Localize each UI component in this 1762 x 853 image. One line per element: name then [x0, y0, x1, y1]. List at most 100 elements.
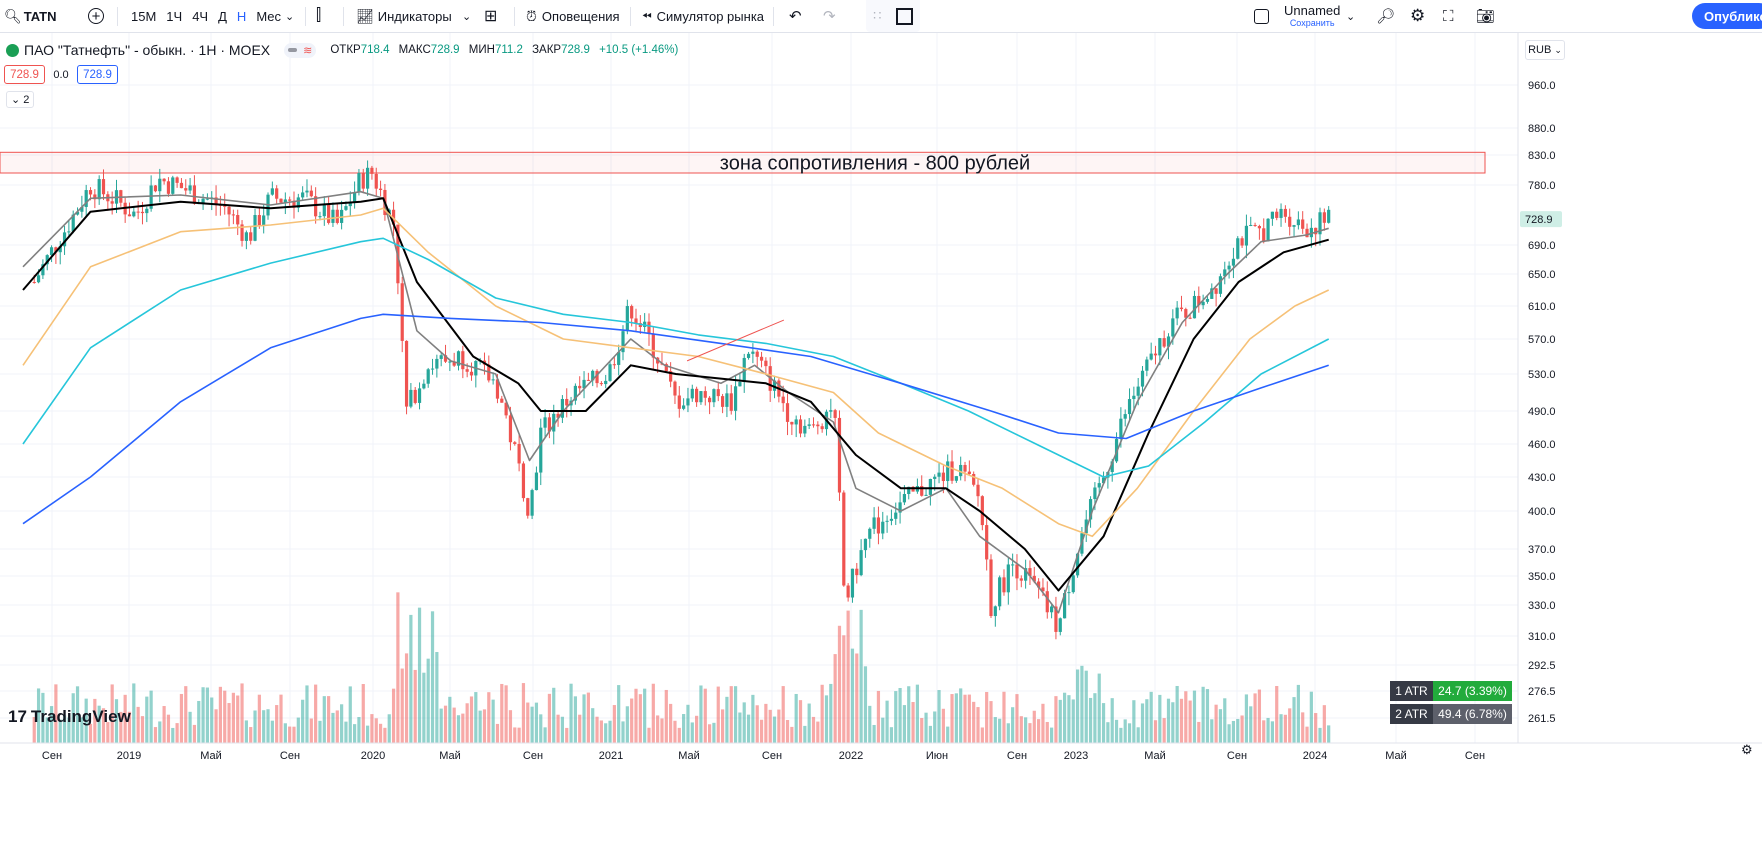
volume-bar: [227, 703, 231, 743]
volume-bar: [1314, 713, 1318, 743]
candle-body: [1309, 227, 1313, 238]
publish-button[interactable]: Опубликовать: [1692, 3, 1762, 29]
price-chart[interactable]: зона сопротивления - 800 рублей 960.0 880…: [0, 33, 1762, 853]
volume-bar: [1218, 709, 1223, 743]
volume-bar: [716, 686, 720, 743]
candle-body: [1028, 568, 1032, 576]
volume-bar: [898, 687, 902, 743]
indicators-button[interactable]: 📈︎ Индикаторы: [356, 0, 452, 32]
candle-body: [837, 417, 842, 493]
undo-icon: ↶: [789, 8, 802, 25]
candle-body: [49, 247, 54, 256]
volume-bar: [1184, 691, 1188, 743]
candle-body: [1054, 606, 1058, 632]
tatneft-logo-icon: [6, 43, 19, 57]
candle-body: [630, 306, 634, 319]
low-value: 711.2: [494, 44, 523, 56]
volume-bar: [430, 611, 435, 743]
candle-body: [989, 559, 993, 617]
volume-bar: [539, 714, 543, 743]
candle-body: [1140, 370, 1145, 387]
redo-button[interactable]: ↷: [823, 0, 836, 32]
search-spark-icon: 🔎︎: [1376, 8, 1396, 25]
candle-body: [179, 182, 184, 189]
timeframe-2[interactable]: 4Ч: [192, 8, 209, 24]
candle-body: [45, 255, 49, 265]
snapshot-button[interactable]: 📷︎: [1476, 0, 1495, 32]
candle-body: [859, 550, 863, 576]
layout-checkbox[interactable]: [1254, 0, 1269, 32]
sell-price[interactable]: 728.9: [4, 65, 45, 84]
layouts-button[interactable]: ⊞: [484, 0, 497, 32]
timeframe-3[interactable]: Д: [218, 8, 227, 24]
timeframe-5[interactable]: Мес: [256, 8, 282, 24]
fullscreen-frame-icon: [895, 7, 913, 25]
volume-bar: [309, 718, 313, 743]
settings-button[interactable]: ⚙︎: [1410, 0, 1425, 32]
timeframe-0[interactable]: 15М: [131, 8, 157, 24]
indicators-dropdown[interactable]: ⌄: [462, 0, 471, 32]
layout-name-button[interactable]: Unnamed Сохранить: [1284, 0, 1340, 32]
volume-bar: [218, 686, 222, 743]
drag-handle[interactable]: ∷: [866, 0, 920, 32]
candle-body: [361, 173, 365, 189]
candle-body: [699, 391, 703, 403]
candle-body: [301, 192, 305, 198]
volume-bar: [967, 694, 971, 743]
candle-body: [1071, 575, 1075, 593]
volume-bar: [517, 727, 521, 743]
volume-bar: [920, 718, 924, 743]
low-label: МИН: [468, 44, 495, 56]
compare-button[interactable]: +: [88, 0, 104, 32]
candle-body: [725, 393, 729, 407]
volume-bar: [530, 706, 534, 743]
candle-body: [257, 215, 261, 227]
undo-button[interactable]: ↶: [789, 0, 802, 32]
candle-body: [716, 389, 720, 397]
alerts-button[interactable]: ⏰︎ Оповещения: [526, 0, 620, 32]
candle-body: [634, 318, 638, 324]
collapse-indicators-button[interactable]: ⌄ 2: [6, 91, 35, 108]
volume-bar: [768, 709, 772, 743]
volume-bar: [378, 723, 383, 743]
volume-bar: [859, 609, 863, 743]
layout-dropdown[interactable]: ⌄: [1346, 0, 1355, 32]
candle-body: [166, 181, 171, 194]
volume-bar: [149, 690, 153, 743]
candle-body: [97, 179, 101, 200]
volume-bar: [781, 686, 785, 743]
candle-body: [244, 232, 248, 241]
legend-toggle[interactable]: ≋: [284, 42, 317, 58]
volume-bar: [75, 686, 80, 743]
candle-body: [963, 464, 967, 472]
symbol-title[interactable]: ПАО "Татнефть" - обыкн. · 1Н · MOEX: [24, 42, 271, 58]
timeframe-dropdown[interactable]: ⌄: [285, 0, 294, 32]
buy-price[interactable]: 728.9: [77, 65, 118, 84]
candle-body: [1201, 301, 1205, 306]
candle-body: [617, 352, 621, 365]
price-tick-label: 650.0: [1528, 269, 1556, 281]
candle-body: [1158, 338, 1162, 356]
quick-search-button[interactable]: 🔎︎: [1376, 0, 1395, 32]
symbol-search[interactable]: 🔍︎ TATN: [4, 0, 57, 32]
currency-selector[interactable]: RUB ⌄: [1525, 40, 1565, 60]
volume-bar: [114, 699, 119, 743]
volume-bar: [244, 720, 248, 743]
candle-body: [279, 198, 283, 203]
timeframe-1[interactable]: 1Ч: [166, 8, 183, 24]
candle-body: [811, 424, 816, 426]
volume-bar: [1136, 727, 1140, 743]
tradingview-logo[interactable]: 17 TradingView: [8, 707, 131, 727]
volume-bar: [712, 722, 716, 743]
fullscreen-button[interactable]: ⛶: [1443, 0, 1454, 32]
volume-bar: [656, 715, 660, 743]
volume-bar: [456, 715, 461, 743]
candle-body: [816, 424, 820, 427]
replay-button[interactable]: ⏪︎ Симулятор рынка: [642, 0, 764, 32]
volume-bar: [669, 703, 673, 743]
timeframe-4[interactable]: Н: [236, 8, 247, 24]
candle-body: [75, 211, 80, 215]
volume-bar: [664, 689, 668, 743]
volume-bar: [1305, 726, 1309, 743]
chart-type-button[interactable]: ⫿: [316, 0, 321, 32]
